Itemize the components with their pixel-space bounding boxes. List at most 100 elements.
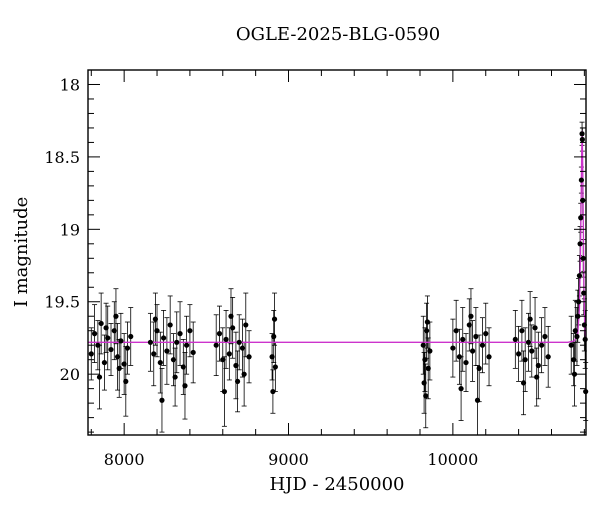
data-point (512, 336, 518, 343)
data-point (450, 345, 456, 351)
data-point (157, 359, 163, 366)
data-point (243, 322, 249, 328)
data-point (187, 328, 193, 334)
data-point (105, 335, 111, 341)
chart-title: OGLE-2025-BLG-0590 (236, 24, 440, 45)
data-point (519, 328, 525, 334)
data-point (453, 328, 459, 334)
data-point (174, 339, 180, 345)
data-point (228, 313, 234, 319)
data-point (95, 342, 101, 348)
data-point (469, 348, 476, 354)
data-point (466, 322, 472, 328)
data-point (529, 348, 535, 354)
data-point (486, 354, 492, 360)
y-tick-label: 19.5 (44, 293, 80, 312)
data-point (147, 339, 154, 345)
series-layer (88, 121, 589, 436)
y-tick-label: 18 (60, 75, 80, 94)
data-point (236, 339, 242, 345)
data-point (456, 354, 463, 360)
data-point (241, 371, 247, 377)
data-point (108, 346, 114, 353)
data-point (520, 380, 527, 386)
data-point (423, 393, 429, 399)
data-point (234, 378, 241, 385)
data-point (579, 131, 585, 137)
data-point (458, 386, 464, 392)
data-point (568, 342, 574, 348)
data-point (476, 365, 482, 371)
data-point (101, 359, 108, 366)
data-point (213, 342, 219, 348)
data-point (527, 316, 533, 322)
data-point (522, 357, 528, 363)
data-point (161, 335, 167, 341)
data-point (246, 354, 252, 360)
data-point (425, 365, 431, 371)
y-tick-label: 18.5 (44, 148, 80, 167)
data-point (579, 136, 585, 143)
data-point (154, 328, 160, 334)
data-point (164, 348, 170, 354)
data-point (269, 354, 275, 360)
data-point (571, 357, 577, 363)
data-point (226, 351, 232, 357)
data-point (535, 362, 541, 369)
data-point (271, 316, 278, 322)
data-point (114, 354, 121, 360)
data-point (468, 313, 474, 319)
data-point (574, 333, 580, 340)
data-point (177, 331, 183, 337)
data-point (167, 322, 173, 328)
data-point (216, 331, 223, 337)
data-point (525, 339, 532, 345)
data-point (575, 313, 581, 319)
data-point (578, 215, 584, 221)
data-point (271, 333, 277, 340)
data-point (111, 328, 117, 334)
data-point (534, 374, 540, 380)
plot-frame (87, 69, 587, 436)
data-point (152, 316, 158, 322)
data-point (483, 331, 489, 337)
data-point (516, 351, 522, 357)
data-point (532, 325, 538, 331)
data-point (545, 354, 551, 360)
ticks-layer: 8000 9000 10000 18 18.5 19 19.5 20 (44, 70, 586, 469)
x-tick-label: 8000 (104, 450, 145, 469)
data-point (98, 320, 104, 327)
x-tick-label: 9000 (268, 450, 309, 469)
data-point (151, 351, 157, 357)
data-point (116, 365, 122, 371)
data-point (423, 328, 430, 334)
data-point (272, 364, 278, 370)
data-point (128, 333, 134, 340)
data-point (124, 345, 131, 351)
data-point (424, 319, 430, 325)
y-tick-label: 19 (60, 220, 80, 239)
data-point (159, 397, 165, 403)
data-point (474, 397, 481, 403)
data-point (463, 359, 469, 366)
data-point (479, 342, 486, 348)
data-point (422, 357, 428, 363)
data-point (103, 325, 109, 331)
data-point (427, 348, 433, 354)
data-point (96, 374, 103, 380)
data-point (88, 351, 94, 357)
data-point (539, 342, 545, 348)
data-point (190, 349, 196, 356)
data-point (421, 380, 427, 386)
data-point (223, 336, 229, 343)
data-point (578, 177, 584, 183)
y-axis-label: I magnitude (11, 197, 32, 308)
data-point (582, 336, 588, 343)
data-point (113, 313, 119, 319)
data-point (576, 273, 583, 279)
data-point (221, 388, 228, 395)
data-point (270, 388, 276, 395)
x-tick-label: 10000 (427, 450, 478, 469)
data-point (184, 342, 190, 348)
